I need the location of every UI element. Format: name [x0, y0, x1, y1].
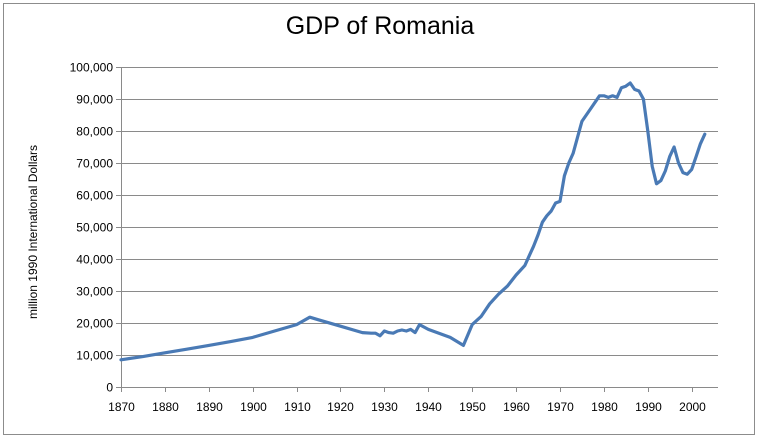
- x-tick-label: 1890: [196, 400, 223, 414]
- y-tick-label: 10,000: [76, 349, 113, 363]
- axes: [116, 67, 718, 392]
- y-tick-label: 30,000: [76, 285, 113, 299]
- y-tick-label: 70,000: [76, 157, 113, 171]
- x-tick-labels: 1870 1880 1890 1900 1910 1920 1930 1940 1950 1960…: [108, 400, 706, 414]
- grid-lines: [121, 67, 718, 356]
- y-tick-label: 60,000: [76, 189, 113, 203]
- chart-title: GDP of Romania: [285, 12, 475, 40]
- x-tick-label: 1950: [459, 400, 486, 414]
- y-tick-label: 90,000: [76, 93, 113, 107]
- x-tick-label: 1940: [415, 400, 442, 414]
- x-tick-label: 1880: [152, 400, 179, 414]
- x-tick-label: 1930: [371, 400, 398, 414]
- x-tick-label: 2000: [679, 400, 706, 414]
- y-tick-labels: 0 10,000 20,000 30,000 40,000 50,000 60,000 70,…: [70, 61, 114, 395]
- chart-frame: [3, 3, 755, 435]
- gdp-series-line: [119, 81, 707, 362]
- y-tick-label: 0: [106, 381, 113, 395]
- x-tick-label: 1900: [240, 400, 267, 414]
- x-tick-label: 1980: [591, 400, 618, 414]
- x-tick-label: 1990: [635, 400, 662, 414]
- y-tick-label: 50,000: [76, 221, 113, 235]
- x-tick-label: 1870: [108, 400, 135, 414]
- y-tick-label: 20,000: [76, 317, 113, 331]
- y-tick-label: 100,000: [70, 61, 114, 75]
- series-group: [119, 81, 707, 362]
- y-tick-label: 40,000: [76, 253, 113, 267]
- y-tick-label: 80,000: [76, 125, 113, 139]
- x-tick-label: 1920: [327, 400, 354, 414]
- x-tick-label: 1960: [503, 400, 530, 414]
- x-tick-label: 1910: [284, 400, 311, 414]
- x-tick-label: 1970: [547, 400, 574, 414]
